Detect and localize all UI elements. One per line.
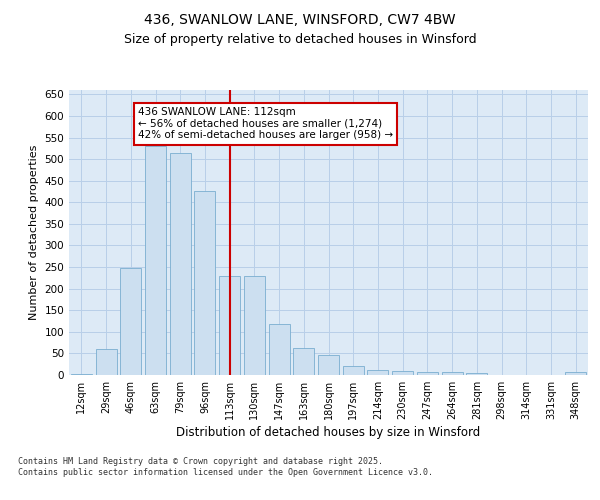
Bar (120, 268, 141, 375)
Bar (269, 324, 290, 375)
Bar (170, 154, 191, 375)
Bar (367, 370, 388, 375)
Bar (145, 146, 166, 375)
X-axis label: Distribution of detached houses by size in Winsford: Distribution of detached houses by size … (176, 426, 481, 439)
Bar (244, 276, 265, 375)
Text: 436, SWANLOW LANE, WINSFORD, CW7 4BW: 436, SWANLOW LANE, WINSFORD, CW7 4BW (144, 12, 456, 26)
Y-axis label: Number of detached properties: Number of detached properties (29, 145, 39, 320)
Bar (343, 366, 364, 375)
Bar (293, 348, 314, 375)
Bar (442, 372, 463, 375)
Bar (466, 373, 487, 375)
Bar (95, 349, 116, 375)
Bar (194, 192, 215, 375)
Text: Size of property relative to detached houses in Winsford: Size of property relative to detached ho… (124, 32, 476, 46)
Text: Contains HM Land Registry data © Crown copyright and database right 2025.
Contai: Contains HM Land Registry data © Crown c… (18, 458, 433, 477)
Bar (219, 276, 240, 375)
Bar (392, 370, 413, 375)
Text: 436 SWANLOW LANE: 112sqm
← 56% of detached houses are smaller (1,274)
42% of sem: 436 SWANLOW LANE: 112sqm ← 56% of detach… (138, 108, 394, 140)
Bar (71, 374, 92, 375)
Bar (565, 372, 586, 375)
Bar (417, 372, 438, 375)
Bar (318, 355, 339, 375)
